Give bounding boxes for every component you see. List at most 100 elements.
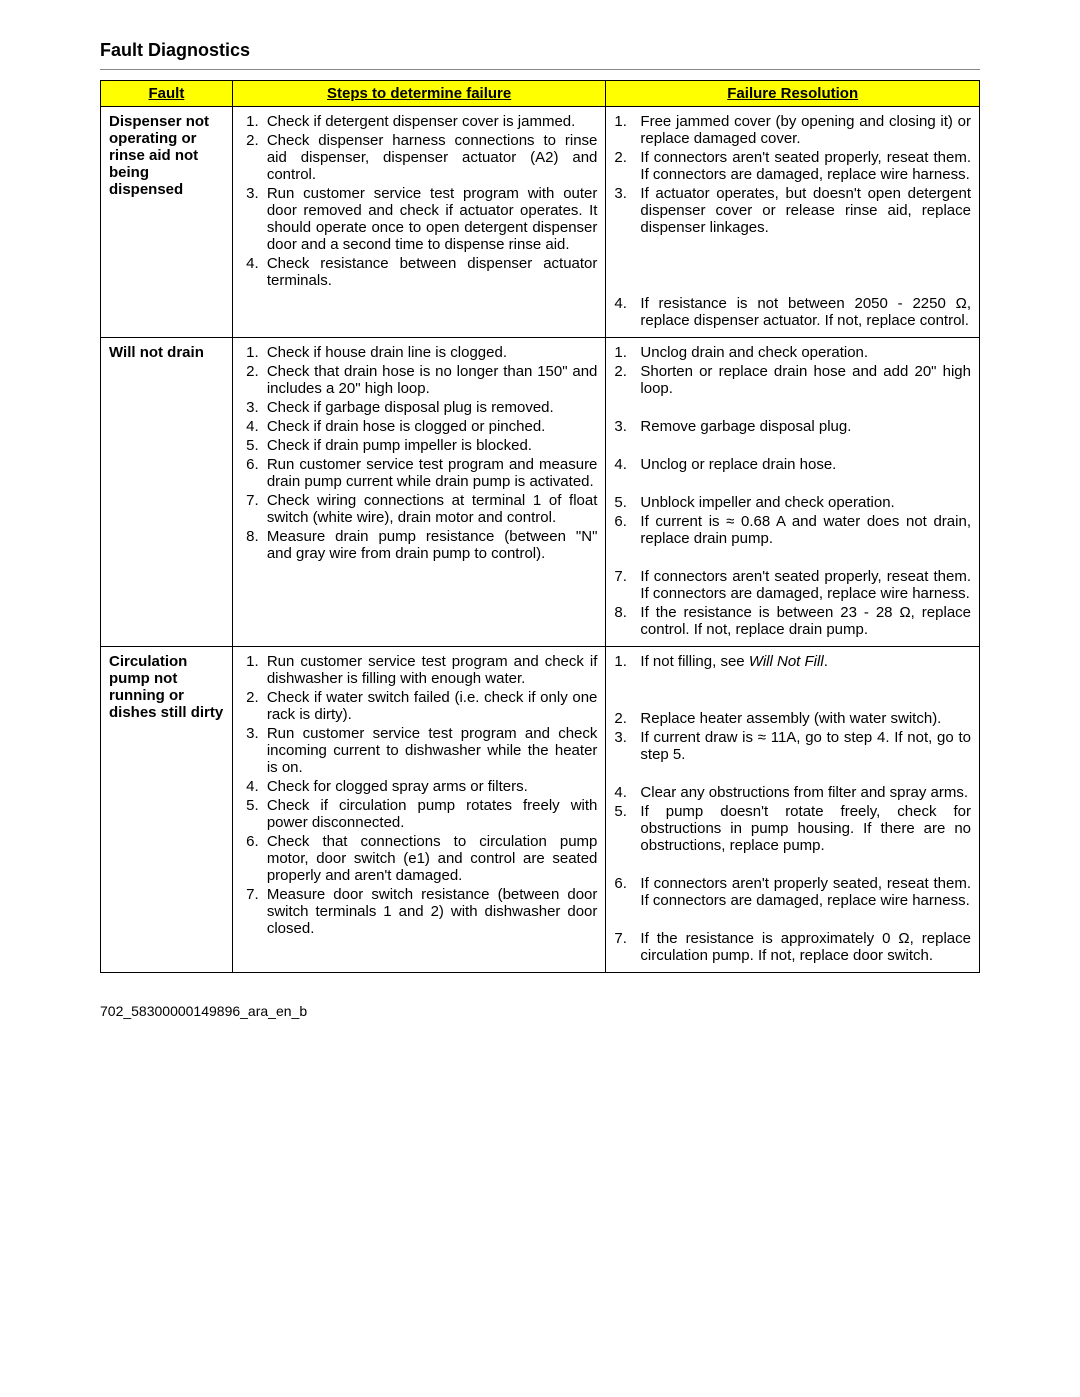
resolution-text: If actuator operates, but doesn't open d… bbox=[636, 185, 971, 236]
resolution-text: Unblock impeller and check operation. bbox=[636, 494, 971, 511]
resolution-number: 1. bbox=[614, 113, 636, 147]
resolution-item bbox=[614, 238, 971, 255]
step-item: Measure drain pump resistance (between "… bbox=[263, 528, 598, 562]
resolution-list: 1.Unclog drain and check operation.2.Sho… bbox=[614, 344, 971, 640]
step-item: Check if house drain line is clogged. bbox=[263, 344, 598, 361]
resolution-cell: 1.Unclog drain and check operation.2.Sho… bbox=[606, 338, 980, 647]
resolution-item: 3.Remove garbage disposal plug. bbox=[614, 418, 971, 435]
resolution-item bbox=[614, 399, 971, 416]
step-item: Check if drain hose is clogged or pinche… bbox=[263, 418, 598, 435]
resolution-item: 2.If connectors aren't seated properly, … bbox=[614, 149, 971, 183]
fault-cell: Dispenser not operating or rinse aid not… bbox=[101, 107, 233, 338]
step-item: Check that drain hose is no longer than … bbox=[263, 363, 598, 397]
step-item: Check dispenser harness connections to r… bbox=[263, 132, 598, 183]
resolution-item: 7.If the resistance is approximately 0 Ω… bbox=[614, 930, 971, 964]
resolution-item bbox=[614, 437, 971, 454]
page-title: Fault Diagnostics bbox=[100, 40, 980, 61]
resolution-text: If current draw is ≈ 11A, go to step 4. … bbox=[636, 729, 971, 763]
fault-cell: Will not drain bbox=[101, 338, 233, 647]
resolution-number: 3. bbox=[614, 729, 636, 763]
resolution-text: If connectors aren't seated properly, re… bbox=[636, 149, 971, 183]
resolution-number: 6. bbox=[614, 875, 636, 909]
resolution-number: 6. bbox=[614, 513, 636, 547]
step-item: Check resistance between dispenser actua… bbox=[263, 255, 598, 289]
resolution-text: If pump doesn't rotate freely, check for… bbox=[636, 803, 971, 854]
resolution-number: 3. bbox=[614, 185, 636, 236]
step-item: Check if garbage disposal plug is remove… bbox=[263, 399, 598, 416]
table-row: Circulation pump not running or dishes s… bbox=[101, 647, 980, 973]
resolution-item bbox=[614, 475, 971, 492]
resolution-item bbox=[614, 691, 971, 708]
resolution-text: If the resistance is approximately 0 Ω, … bbox=[636, 930, 971, 964]
resolution-number: 2. bbox=[614, 149, 636, 183]
resolution-list: 1.If not filling, see Will Not Fill. 2.R… bbox=[614, 653, 971, 966]
resolution-text: Remove garbage disposal plug. bbox=[636, 418, 971, 435]
table-row: Will not drain Check if house drain line … bbox=[101, 338, 980, 647]
resolution-number: 3. bbox=[614, 418, 636, 435]
document-footer: 702_58300000149896_ara_en_b bbox=[100, 1003, 980, 1019]
steps-list: Check if detergent dispenser cover is ja… bbox=[241, 113, 598, 289]
resolution-item: 8.If the resistance is between 23 - 28 Ω… bbox=[614, 604, 971, 638]
resolution-number: 4. bbox=[614, 456, 636, 473]
steps-list: Run customer service test program and ch… bbox=[241, 653, 598, 937]
resolution-text: Free jammed cover (by opening and closin… bbox=[636, 113, 971, 147]
fault-cell: Circulation pump not running or dishes s… bbox=[101, 647, 233, 973]
resolution-item: 4.If resistance is not between 2050 - 22… bbox=[614, 295, 971, 329]
resolution-text: Unclog or replace drain hose. bbox=[636, 456, 971, 473]
step-item: Check if detergent dispenser cover is ja… bbox=[263, 113, 598, 130]
step-item: Check if water switch failed (i.e. check… bbox=[263, 689, 598, 723]
resolution-item: 2.Replace heater assembly (with water sw… bbox=[614, 710, 971, 727]
table-row: Dispenser not operating or rinse aid not… bbox=[101, 107, 980, 338]
resolution-number: 4. bbox=[614, 784, 636, 801]
resolution-number: 5. bbox=[614, 803, 636, 854]
step-item: Check if circulation pump rotates freely… bbox=[263, 797, 598, 831]
resolution-item: 4.Unclog or replace drain hose. bbox=[614, 456, 971, 473]
fault-name: Dispenser not operating or rinse aid not… bbox=[109, 113, 224, 198]
steps-cell: Check if house drain line is clogged. Che… bbox=[232, 338, 606, 647]
resolution-item bbox=[614, 549, 971, 566]
resolution-item bbox=[614, 765, 971, 782]
header-steps: Steps to determine failure bbox=[232, 81, 606, 107]
fault-name: Will not drain bbox=[109, 344, 224, 361]
resolution-number: 1. bbox=[614, 653, 636, 670]
fault-name: Circulation pump not running or dishes s… bbox=[109, 653, 224, 721]
resolution-text: Replace heater assembly (with water swit… bbox=[636, 710, 971, 727]
resolution-number: 2. bbox=[614, 363, 636, 397]
resolution-item: 4.Clear any obstructions from filter and… bbox=[614, 784, 971, 801]
resolution-item bbox=[614, 276, 971, 293]
steps-cell: Run customer service test program and ch… bbox=[232, 647, 606, 973]
resolution-number: 5. bbox=[614, 494, 636, 511]
resolution-number: 7. bbox=[614, 930, 636, 964]
top-rule bbox=[100, 69, 980, 70]
resolution-text: If current is ≈ 0.68 A and water does no… bbox=[636, 513, 971, 547]
resolution-item: 7.If connectors aren't seated properly, … bbox=[614, 568, 971, 602]
step-item: Check for clogged spray arms or filters. bbox=[263, 778, 598, 795]
resolution-text: If connectors aren't properly seated, re… bbox=[636, 875, 971, 909]
resolution-text: Unclog drain and check operation. bbox=[636, 344, 971, 361]
step-item: Check wiring connections at terminal 1 o… bbox=[263, 492, 598, 526]
step-item: Run customer service test program and me… bbox=[263, 456, 598, 490]
resolution-text: Shorten or replace drain hose and add 20… bbox=[636, 363, 971, 397]
step-item: Measure door switch resistance (between … bbox=[263, 886, 598, 937]
resolution-item: 1.Free jammed cover (by opening and clos… bbox=[614, 113, 971, 147]
resolution-item bbox=[614, 911, 971, 928]
step-item: Run customer service test program and ch… bbox=[263, 725, 598, 776]
resolution-number: 4. bbox=[614, 295, 636, 329]
resolution-item: 1.If not filling, see Will Not Fill. bbox=[614, 653, 971, 670]
fault-diagnostics-table: Fault Steps to determine failure Failure… bbox=[100, 80, 980, 973]
step-item: Run customer service test program with o… bbox=[263, 185, 598, 253]
resolution-text: If the resistance is between 23 - 28 Ω, … bbox=[636, 604, 971, 638]
resolution-text: Clear any obstructions from filter and s… bbox=[636, 784, 971, 801]
resolution-number: 7. bbox=[614, 568, 636, 602]
steps-list: Check if house drain line is clogged. Che… bbox=[241, 344, 598, 562]
resolution-item: 6.If current is ≈ 0.68 A and water does … bbox=[614, 513, 971, 547]
header-fault: Fault bbox=[101, 81, 233, 107]
table-header-row: Fault Steps to determine failure Failure… bbox=[101, 81, 980, 107]
header-resolution: Failure Resolution bbox=[606, 81, 980, 107]
step-item: Check if drain pump impeller is blocked. bbox=[263, 437, 598, 454]
step-item: Run customer service test program and ch… bbox=[263, 653, 598, 687]
resolution-text: If resistance is not between 2050 - 2250… bbox=[636, 295, 971, 329]
resolution-text: If connectors aren't seated properly, re… bbox=[636, 568, 971, 602]
resolution-item: 6.If connectors aren't properly seated, … bbox=[614, 875, 971, 909]
resolution-number: 1. bbox=[614, 344, 636, 361]
